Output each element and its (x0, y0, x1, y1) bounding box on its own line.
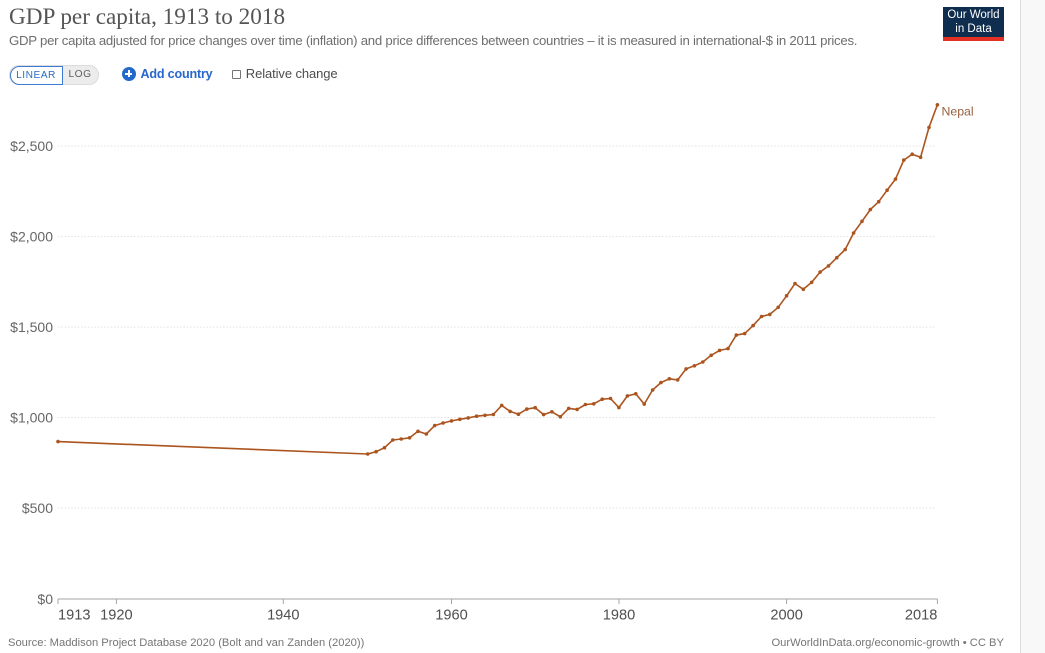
svg-text:1960: 1960 (435, 608, 467, 624)
svg-text:$1,500: $1,500 (10, 319, 53, 335)
svg-text:1940: 1940 (267, 608, 299, 624)
svg-text:$500: $500 (22, 500, 53, 516)
svg-text:$0: $0 (37, 591, 53, 607)
svg-text:$1,000: $1,000 (10, 410, 53, 426)
svg-text:1980: 1980 (603, 608, 635, 624)
svg-text:$2,500: $2,500 (10, 138, 53, 154)
svg-text:$2,000: $2,000 (10, 229, 53, 245)
svg-text:1920: 1920 (100, 608, 132, 624)
svg-text:2000: 2000 (770, 608, 802, 624)
svg-text:Nepal: Nepal (942, 105, 974, 119)
svg-text:1913: 1913 (58, 608, 90, 624)
svg-text:2018: 2018 (905, 608, 937, 624)
